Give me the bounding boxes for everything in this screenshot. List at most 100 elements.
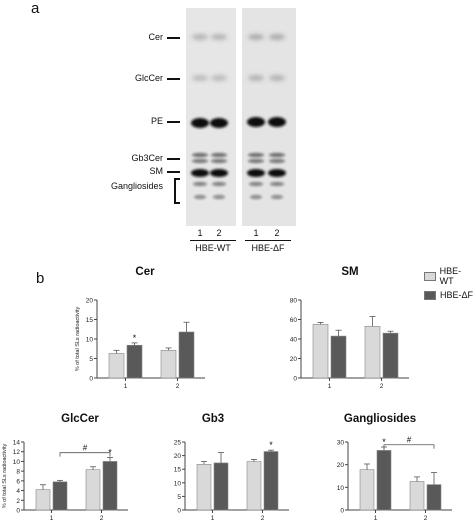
band-label-sm: SM [149, 166, 164, 176]
bar [246, 461, 262, 511]
band-label-pe: PE [150, 116, 163, 126]
chart-title-sm: SM [341, 266, 359, 278]
bar-chart-cer: 0 5 10 15 20 % of total SLs radioactivity 1 2 * [75, 298, 205, 390]
y-tick-label: 15 [174, 467, 182, 474]
significance-star: * [382, 437, 386, 447]
bar [364, 326, 381, 379]
y-tick-label: 0 [293, 376, 297, 383]
panel-b-letter: b [36, 270, 45, 287]
x-tick-label: 1 [374, 515, 378, 522]
y-tick-label: 5 [89, 356, 93, 363]
y-tick-label: 60 [290, 317, 298, 324]
bar [52, 481, 68, 511]
x-tick-label: 1 [328, 383, 332, 390]
legend-swatch [424, 290, 436, 300]
lane-number: 1 [197, 228, 203, 238]
y-tick-label: 2 [16, 498, 20, 505]
y-tick-label: 10 [337, 485, 345, 492]
bar [108, 353, 125, 379]
band-label-gb3cer: Gb3Cer [131, 153, 163, 163]
lane-number: 2 [274, 228, 280, 238]
band-label-gangliosides: Gangliosides [110, 181, 163, 191]
y-tick-label: 25 [174, 440, 182, 447]
y-tick-label: 10 [174, 480, 182, 487]
chart-title-gangliosides: Gangliosides [343, 413, 417, 425]
bar [85, 469, 101, 511]
band-tick-gb3cer [167, 158, 180, 160]
y-tick-label: 14 [13, 440, 21, 447]
y-tick-label: 80 [290, 298, 298, 305]
y-tick-label: 20 [337, 462, 345, 469]
bar [409, 481, 425, 511]
y-tick-label: 8 [16, 469, 20, 476]
band-label-cer: Cer [148, 32, 163, 42]
group-label-df: HBE-ΔF [251, 243, 285, 253]
band-tick-sm [167, 171, 180, 173]
x-tick-label: 2 [100, 515, 104, 522]
y-tick-label: 20 [290, 356, 298, 363]
y-axis-label: % of total SLs radioactivity [75, 307, 81, 372]
bar [263, 451, 279, 511]
bar [196, 464, 212, 511]
legend-item: HBE-ΔF [424, 290, 474, 300]
bar [213, 462, 229, 511]
gangliosides-bracket [174, 178, 180, 204]
chart-title-cer: Cer [135, 266, 155, 278]
band-tick-cer [167, 37, 180, 39]
legend-label: HBE-ΔF [440, 290, 474, 300]
tlc-plate [186, 8, 296, 226]
bar [178, 331, 195, 379]
bar [160, 350, 177, 379]
chart-title-glccer: GlcCer [61, 413, 99, 425]
x-tick-label: 1 [50, 515, 54, 522]
x-tick-label: 2 [261, 515, 265, 522]
group-line-df [245, 240, 291, 241]
y-tick-label: 12 [13, 449, 21, 456]
x-tick-label: 1 [124, 383, 128, 390]
y-tick-label: 10 [86, 337, 94, 344]
significance-bracket [59, 452, 111, 457]
bar [35, 489, 51, 511]
x-tick-label: 2 [380, 383, 384, 390]
x-tick-label: 1 [211, 515, 215, 522]
bar [376, 450, 392, 511]
band-tick-glccer [167, 78, 180, 80]
legend-swatch [424, 271, 436, 281]
y-tick-label: 20 [86, 298, 94, 305]
bar-chart-gangliosides: 0 10 20 30 1 2 * # [337, 436, 452, 522]
y-axis-label: % of total SLs radioactivity [2, 444, 8, 509]
tlc-lane-group-df [242, 8, 296, 226]
bar [102, 461, 118, 511]
group-label-wt: HBE-WT [195, 243, 231, 253]
y-tick-label: 30 [337, 440, 345, 447]
x-tick-label: 2 [424, 515, 428, 522]
bar [312, 324, 329, 379]
band-tick-pe [167, 121, 180, 123]
bar [126, 344, 143, 379]
lane-number: 1 [253, 228, 259, 238]
tlc-lane-group-wt [186, 8, 236, 226]
legend-item: HBE-WT [424, 266, 474, 286]
group-line-wt [190, 240, 236, 241]
significance-hash: # [83, 444, 88, 453]
y-tick-label: 15 [86, 317, 94, 324]
significance-bracket [383, 444, 435, 449]
y-tick-label: 6 [16, 478, 20, 485]
y-tick-label: 0 [16, 508, 20, 515]
significance-star: * [133, 333, 137, 343]
legend: HBE-WT HBE-ΔF [424, 266, 474, 300]
y-tick-label: 5 [177, 494, 181, 501]
y-tick-label: 0 [177, 508, 181, 515]
band-label-glccer: GlcCer [134, 73, 163, 83]
y-tick-label: 40 [290, 337, 298, 344]
bar [426, 484, 442, 511]
y-tick-label: 10 [13, 459, 21, 466]
bar [359, 469, 375, 511]
significance-star: * [269, 440, 273, 450]
legend-label: HBE-WT [439, 266, 462, 286]
bar-chart-gb3: 0 5 10 15 20 25 1 2 * [174, 440, 289, 522]
y-tick-label: 20 [174, 453, 182, 460]
bar [330, 335, 347, 379]
lane-number: 2 [216, 228, 222, 238]
